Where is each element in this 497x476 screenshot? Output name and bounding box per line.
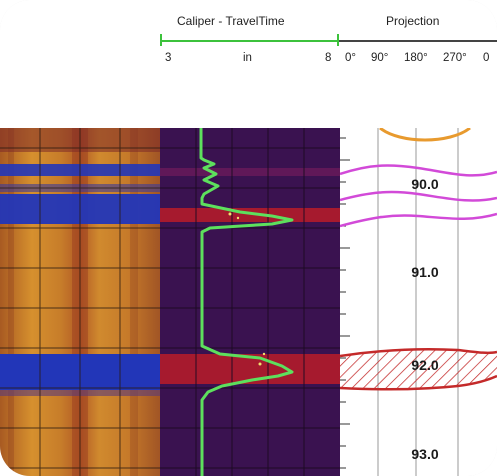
depth-label-92: 92.0	[411, 357, 439, 373]
amplitude-image-track	[0, 128, 160, 476]
travel-time-anomaly-band-1	[160, 208, 340, 222]
sinusoid-magenta-1	[340, 164, 497, 177]
travel-time-background	[160, 128, 340, 476]
projection-tick-0: 0°	[345, 52, 356, 64]
caliper-min-label: 3	[165, 52, 172, 64]
caliper-track-title: Caliper - TravelTime	[177, 14, 285, 28]
depth-label-91: 91.0	[411, 264, 439, 280]
sinusoid-red-band	[340, 349, 497, 390]
sinusoid-orange	[379, 128, 471, 142]
caliper-scale-end-tick	[337, 34, 339, 46]
sinusoid-magenta-3	[340, 212, 497, 228]
sinusoid-magenta-2	[340, 190, 497, 202]
caliper-unit-label: in	[243, 52, 252, 64]
caliper-max-label: 8	[325, 52, 332, 64]
track-header: Caliper - TravelTime 3 in 8 Projection 0…	[0, 0, 497, 128]
caliper-scale-bar	[161, 40, 339, 42]
caliper-scale-start-tick	[160, 34, 162, 46]
projection-track: 90.0 91.0 92.0 93.0	[340, 128, 497, 476]
projection-tick-90: 90°	[371, 52, 389, 64]
depth-label-90: 90.0	[411, 176, 439, 192]
caliper-curve	[199, 128, 294, 476]
projection-track-title: Projection	[386, 14, 440, 28]
depth-label-93: 93.0	[411, 446, 439, 462]
projection-tick-180: 180°	[404, 52, 428, 64]
projection-tick-360: 0	[483, 52, 490, 64]
projection-tick-270: 270°	[443, 52, 467, 64]
projection-scale-bar	[339, 40, 497, 42]
travel-time-track	[160, 128, 340, 476]
